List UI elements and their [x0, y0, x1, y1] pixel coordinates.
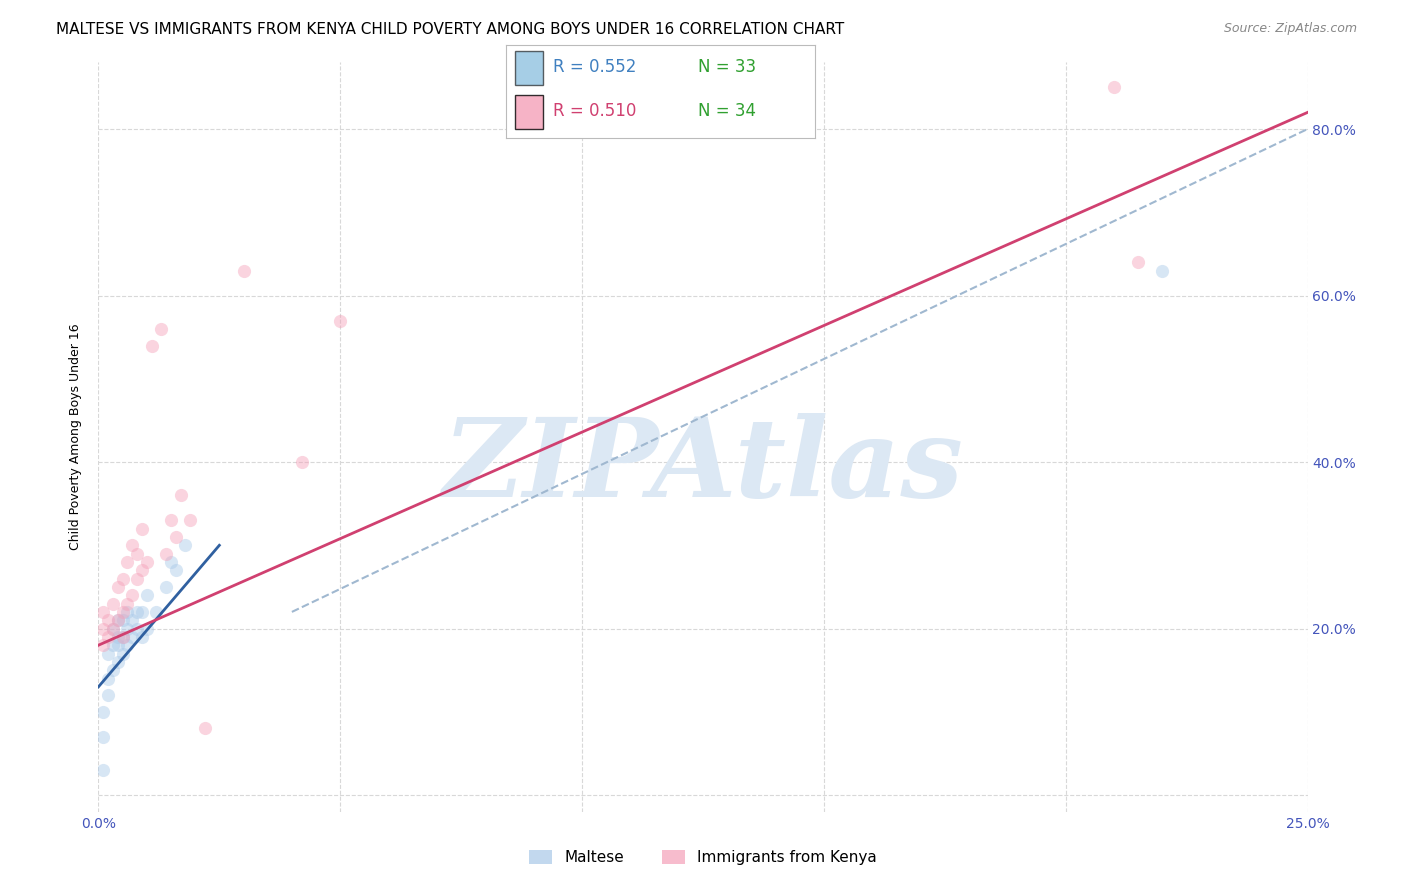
Point [97, 688, 120, 702]
Point [145, 605, 167, 619]
Point [91, 763, 114, 777]
Point [107, 613, 129, 627]
Point [121, 588, 143, 602]
Point [97, 672, 120, 686]
Point [117, 555, 139, 569]
Point [121, 613, 143, 627]
Point [107, 630, 129, 644]
Point [111, 630, 134, 644]
Point [117, 638, 139, 652]
Point [232, 263, 254, 277]
Point [329, 313, 352, 327]
Point [117, 597, 139, 611]
Point [107, 580, 129, 594]
Point [91, 705, 114, 719]
Text: N = 33: N = 33 [697, 58, 756, 76]
Y-axis label: Child Poverty Among Boys Under 16: Child Poverty Among Boys Under 16 [69, 324, 83, 550]
Point [107, 638, 129, 652]
Point [169, 488, 191, 502]
Point [101, 622, 124, 636]
Point [127, 547, 149, 561]
Point [111, 647, 134, 661]
Point [135, 588, 157, 602]
Point [174, 538, 197, 552]
FancyBboxPatch shape [516, 95, 543, 129]
Text: N = 34: N = 34 [697, 102, 756, 120]
Point [101, 597, 124, 611]
Point [1102, 80, 1125, 95]
FancyBboxPatch shape [516, 51, 543, 85]
Point [101, 663, 124, 677]
Point [91, 730, 114, 744]
Point [117, 622, 139, 636]
Point [111, 630, 134, 644]
Text: ZIPAtlas: ZIPAtlas [443, 413, 963, 521]
Point [141, 338, 163, 352]
Point [101, 638, 124, 652]
Point [111, 572, 134, 586]
Point [97, 647, 120, 661]
Legend: Maltese, Immigrants from Kenya: Maltese, Immigrants from Kenya [523, 844, 883, 871]
Point [127, 605, 149, 619]
Point [131, 563, 153, 577]
Point [107, 613, 129, 627]
Point [127, 572, 149, 586]
Point [111, 613, 134, 627]
Point [97, 613, 120, 627]
Point [194, 722, 217, 736]
Point [121, 630, 143, 644]
Text: Source: ZipAtlas.com: Source: ZipAtlas.com [1223, 22, 1357, 36]
Point [165, 563, 187, 577]
Point [91, 605, 114, 619]
Point [1128, 255, 1150, 269]
Point [131, 522, 153, 536]
Point [107, 655, 129, 669]
Point [97, 630, 120, 644]
Text: MALTESE VS IMMIGRANTS FROM KENYA CHILD POVERTY AMONG BOYS UNDER 16 CORRELATION C: MALTESE VS IMMIGRANTS FROM KENYA CHILD P… [56, 22, 845, 37]
Point [160, 555, 183, 569]
Point [101, 622, 124, 636]
Point [150, 322, 173, 336]
Point [160, 513, 183, 527]
Point [131, 605, 153, 619]
Text: R = 0.552: R = 0.552 [553, 58, 636, 76]
Point [117, 605, 139, 619]
Point [155, 580, 177, 594]
Point [165, 530, 187, 544]
Point [290, 455, 312, 469]
Point [179, 513, 201, 527]
Point [121, 538, 143, 552]
Point [131, 630, 153, 644]
Point [91, 638, 114, 652]
Text: R = 0.510: R = 0.510 [553, 102, 636, 120]
Point [127, 622, 149, 636]
Point [91, 622, 114, 636]
Point [155, 547, 177, 561]
Point [135, 555, 157, 569]
Point [1152, 263, 1174, 277]
Point [135, 622, 157, 636]
Point [111, 605, 134, 619]
